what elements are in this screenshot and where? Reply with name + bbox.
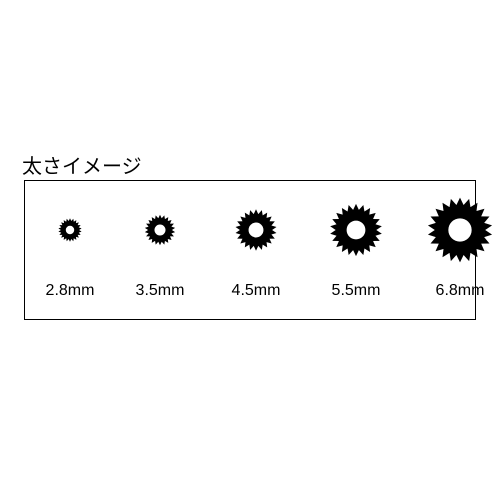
size-label: 4.5mm [232,282,281,300]
gear-icon [311,192,401,268]
size-item: 4.5mm [211,192,301,300]
size-label: 6.8mm [436,282,485,300]
size-label: 5.5mm [332,282,381,300]
size-guide: 太さイメージ 2.8mm 3.5mm 4.5mm 5.5mm 6.8mm [0,0,500,500]
size-label: 3.5mm [136,282,185,300]
gear-icon [415,192,500,268]
size-item: 3.5mm [115,192,205,300]
title-label: 太さイメージ [22,150,142,179]
size-item: 2.8mm [25,192,115,300]
gear-icon [25,192,115,268]
size-label: 2.8mm [46,282,95,300]
gear-icon [115,192,205,268]
size-item: 6.8mm [415,192,500,300]
gear-icon [211,192,301,268]
size-item: 5.5mm [311,192,401,300]
